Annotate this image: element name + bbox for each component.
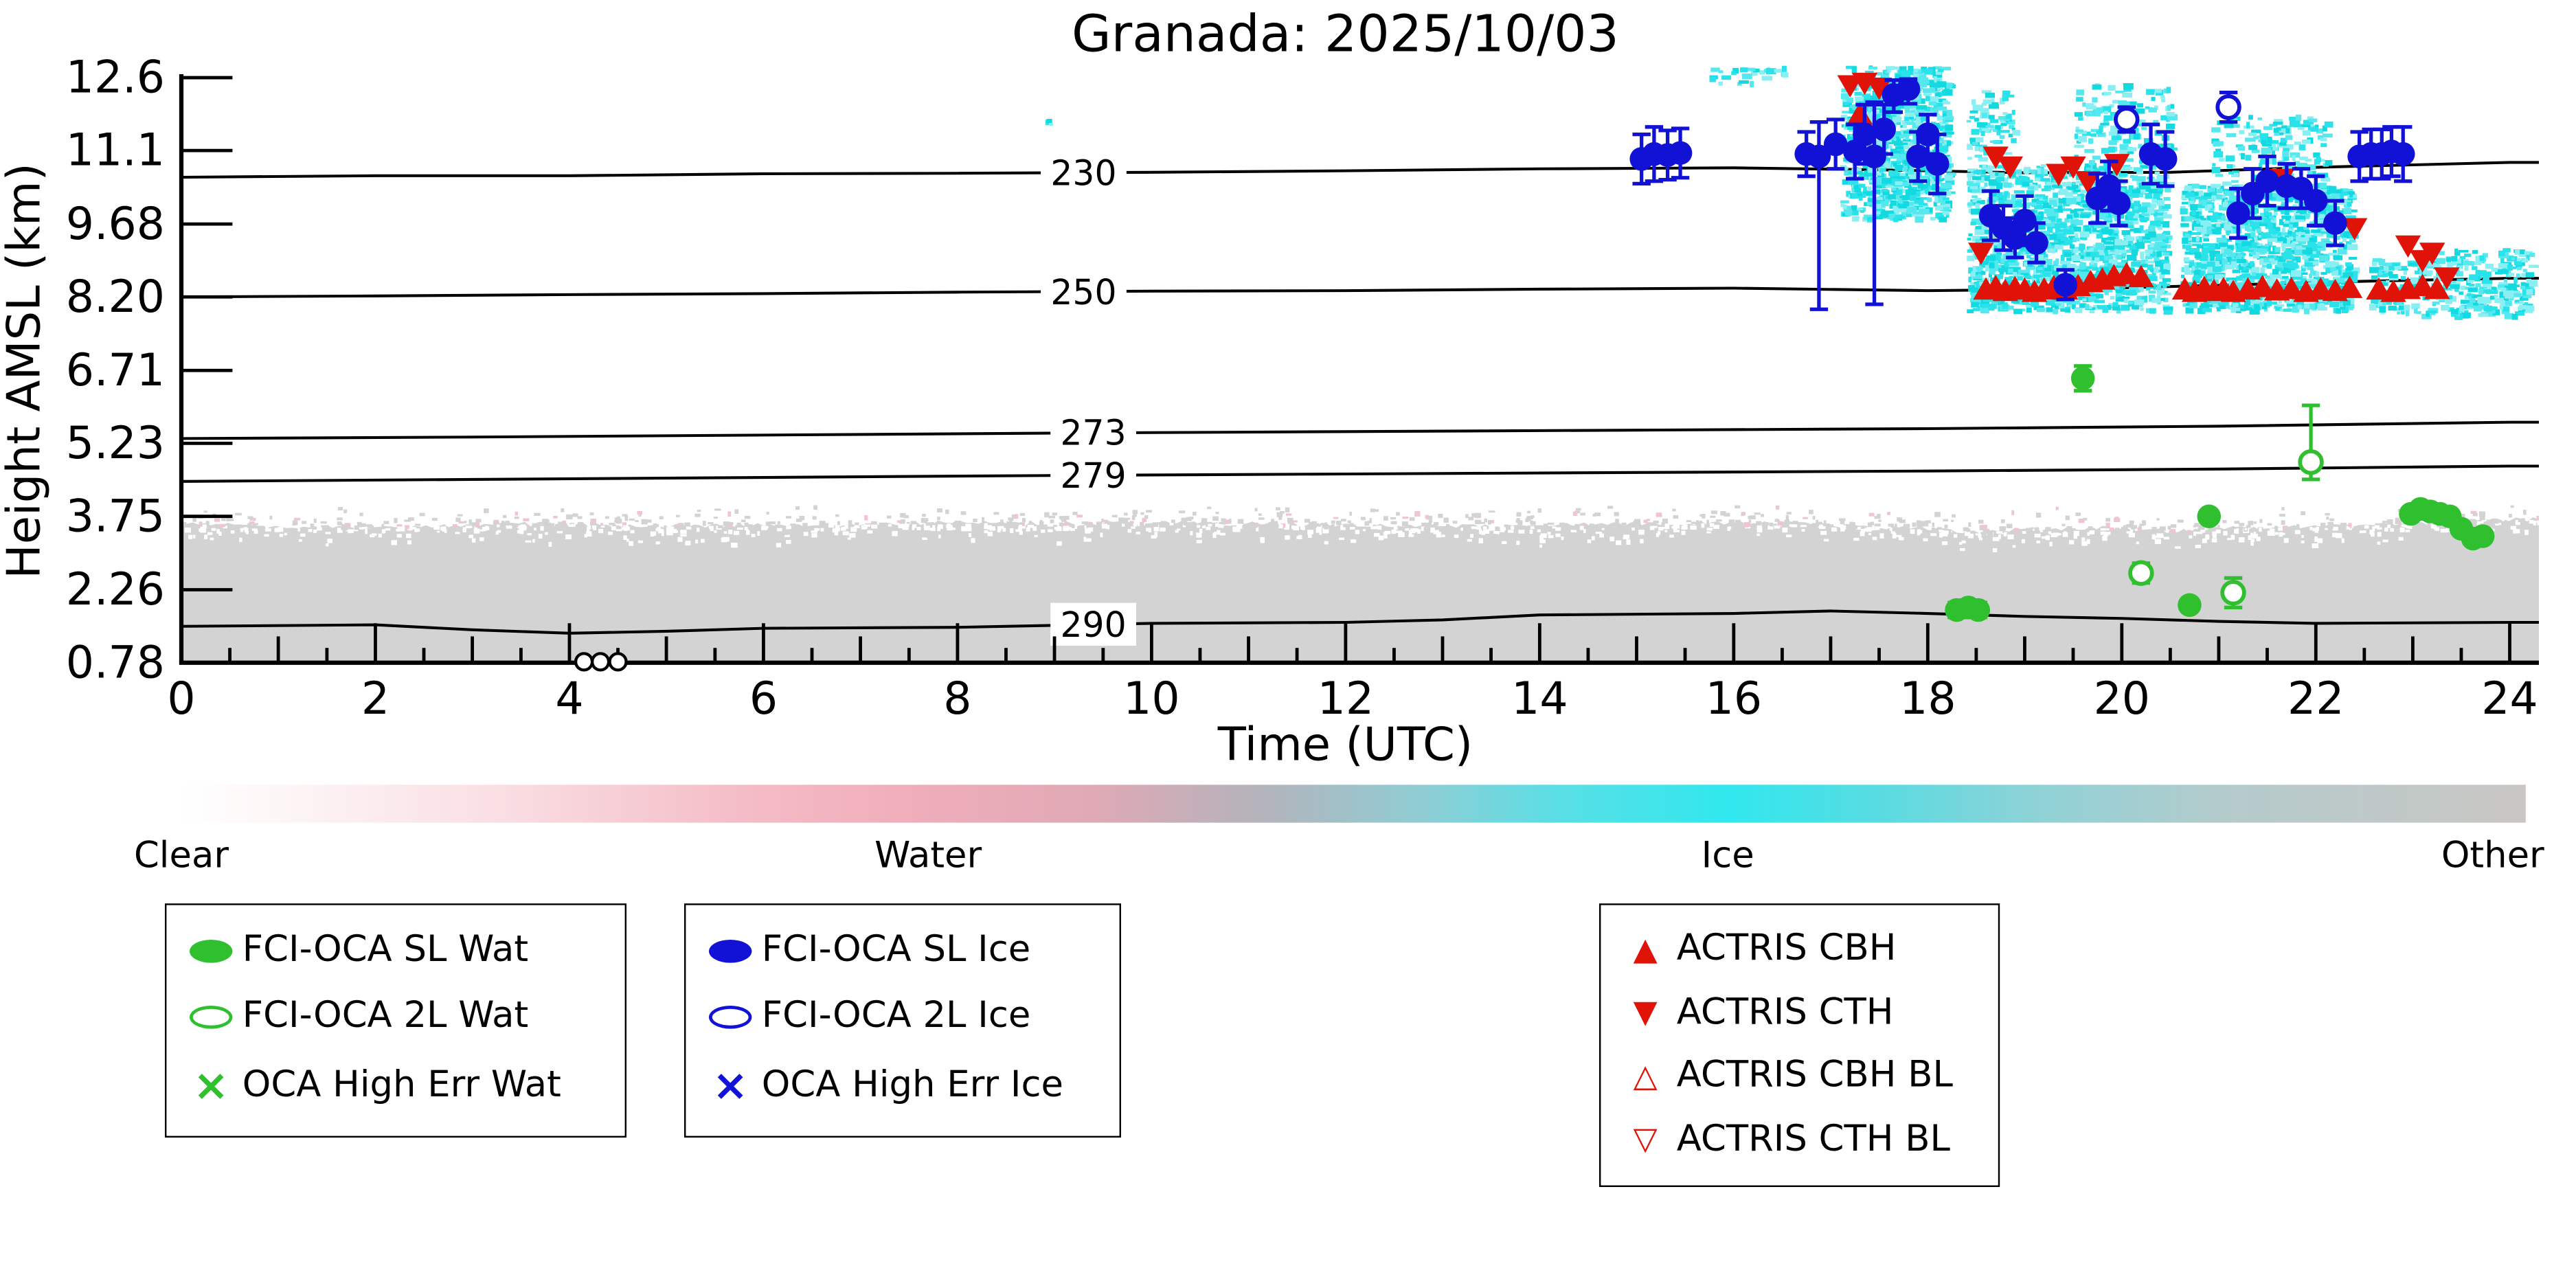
legend-item: ACTRIS CBH <box>1624 928 1975 970</box>
legend-label: OCA High Err Wat <box>242 1065 561 1107</box>
x-tick-label: 12 <box>1318 673 1374 725</box>
surface-marker <box>574 652 594 672</box>
contour-label: 290 <box>1061 605 1127 645</box>
x-marker-icon <box>190 1065 232 1107</box>
aerosol-band <box>183 517 2540 663</box>
colorbar-gradient <box>181 784 2526 823</box>
y-tick-label: 0.78 <box>66 637 165 688</box>
legend-label: ACTRIS CTH BL <box>1676 1119 1950 1161</box>
open-circle-icon <box>709 1006 752 1029</box>
colorbar-label-other: Other <box>2441 835 2544 877</box>
x-tick-label: 16 <box>1706 673 1762 725</box>
series-fci-oca-2l-ice <box>2114 91 2241 134</box>
y-tick-label: 6.71 <box>66 345 165 396</box>
y-tick-label: 9.68 <box>66 199 165 250</box>
y-tick-label: 8.20 <box>66 271 165 323</box>
y-tick-label: 2.26 <box>66 564 165 615</box>
open-circle-icon <box>190 1006 233 1029</box>
triangle-down-icon <box>1624 998 1667 1030</box>
x-tick-label: 18 <box>1899 673 1956 725</box>
y-tick-label: 12.6 <box>66 52 165 104</box>
x-marker-icon <box>709 1065 752 1107</box>
series-fci-oca-sl-ice <box>1629 77 2415 311</box>
colorbar-label-water: Water <box>874 835 982 877</box>
surface-marker <box>608 652 628 672</box>
y-tick-label: 5.23 <box>66 418 165 469</box>
y-tick-label: 3.75 <box>66 490 165 542</box>
surface-marker <box>590 652 611 672</box>
x-tick-label: 24 <box>2481 673 2538 725</box>
legend-ice: FCI-OCA SL Ice FCI-OCA 2L Ice OCA High E… <box>684 903 1122 1138</box>
x-tick-label: 22 <box>2287 673 2344 725</box>
legend-label: ACTRIS CBH <box>1676 928 1897 970</box>
x-tick-label: 2 <box>361 673 389 725</box>
filled-circle-icon <box>709 940 752 963</box>
legend-label: ACTRIS CTH <box>1676 992 1894 1034</box>
legend-item: FCI-OCA 2L Ice <box>709 995 1096 1037</box>
legend-item: ACTRIS CTH BL <box>1624 1122 1975 1159</box>
triangle-down-open-icon <box>1624 1125 1667 1156</box>
colorbar-label-clear: Clear <box>133 835 229 877</box>
legend-item: ACTRIS CTH <box>1624 995 1975 1032</box>
contour-label: 273 <box>1061 413 1127 453</box>
legend-label: FCI-OCA 2L Ice <box>761 995 1031 1037</box>
legend-label: FCI-OCA SL Ice <box>761 929 1031 971</box>
legend-item: FCI-OCA 2L Wat <box>190 995 602 1037</box>
x-tick-label: 0 <box>167 673 195 725</box>
x-tick-label: 6 <box>749 673 778 725</box>
contour-line-273 <box>183 420 2540 440</box>
legend-item: OCA High Err Ice <box>709 1065 1096 1107</box>
x-tick-label: 10 <box>1123 673 1179 725</box>
legend-item: ACTRIS CBH BL <box>1624 1055 1975 1097</box>
x-tick-label: 20 <box>2094 673 2150 725</box>
colorbar-label-ice: Ice <box>1701 835 1754 877</box>
series-actris-cth <box>1837 72 2460 290</box>
triangle-up-icon <box>1624 934 1667 966</box>
legend-item: FCI-OCA SL Wat <box>190 929 602 971</box>
colorbar: Clear Water Ice Other <box>0 784 2576 883</box>
legend-label: ACTRIS CBH BL <box>1676 1055 1953 1097</box>
contour-label: 250 <box>1050 272 1116 313</box>
contour-line-290 <box>183 609 2540 635</box>
series-fci-oca-2l-wat <box>2128 403 2324 610</box>
filled-circle-icon <box>190 940 233 963</box>
contour-label: 230 <box>1050 153 1116 194</box>
x-tick-label: 4 <box>555 673 583 725</box>
y-axis-label: Height AMSL (km) <box>0 163 51 579</box>
legend-item: FCI-OCA SL Ice <box>709 929 1096 971</box>
contour-label: 279 <box>1061 455 1127 496</box>
series-layer <box>1629 72 2495 622</box>
legend-actris: ACTRIS CBH ACTRIS CTH ACTRIS CBH BL ACTR… <box>1599 903 2000 1188</box>
legend-label: OCA High Err Ice <box>761 1065 1064 1107</box>
x-tick-label: 14 <box>1511 673 1568 725</box>
x-axis-label: Time (UTC) <box>1217 717 1473 771</box>
legend-item: OCA High Err Wat <box>190 1065 602 1107</box>
series-fci-oca-sl-wat <box>1945 364 2495 622</box>
legend-label: FCI-OCA 2L Wat <box>242 995 529 1037</box>
contour-line-230 <box>183 161 2540 179</box>
legend-water: FCI-OCA SL Wat FCI-OCA 2L Wat OCA High E… <box>165 903 627 1138</box>
chart-title: Granada: 2025/10/03 <box>1072 3 1619 63</box>
y-tick-label: 11.1 <box>66 125 165 177</box>
contour-line-279 <box>183 464 2540 483</box>
legend-label: FCI-OCA SL Wat <box>242 929 529 971</box>
triangle-up-open-icon <box>1624 1061 1667 1093</box>
axes: 0 2 4 6 8 10 12 14 16 18 20 22 240.782.263.755.236.7… <box>66 52 2540 725</box>
x-tick-label: 8 <box>943 673 971 725</box>
